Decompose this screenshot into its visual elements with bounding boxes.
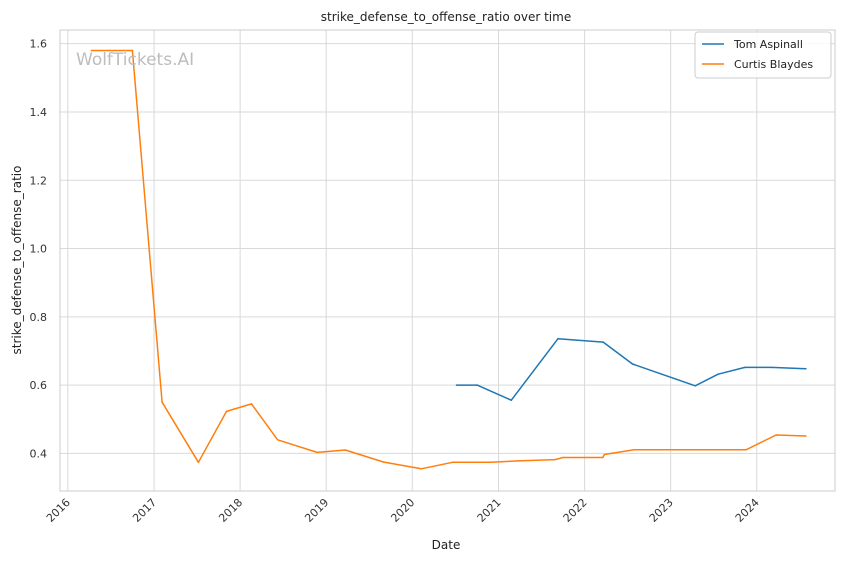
y-tick-label: 0.4	[30, 447, 48, 460]
data-point-curtis-blaydes	[489, 461, 492, 464]
data-point-tom-aspinall	[744, 366, 746, 369]
data-point-curtis-blaydes	[805, 435, 807, 437]
y-axis-label: strike_defense_to_offense_ratio	[10, 166, 24, 355]
data-point-curtis-blaydes	[775, 434, 777, 436]
data-point-curtis-blaydes	[517, 460, 520, 462]
legend-box	[694, 31, 832, 79]
data-point-curtis-blaydes	[420, 468, 423, 470]
data-point-curtis-blaydes	[131, 49, 134, 52]
data-point-curtis-blaydes	[161, 401, 163, 404]
data-point-tom-aspinall	[694, 385, 696, 387]
data-point-tom-aspinall	[717, 373, 719, 376]
series-lines	[90, 49, 807, 470]
data-point-tom-aspinall	[770, 366, 773, 369]
data-point-curtis-blaydes	[276, 439, 279, 441]
data-point-curtis-blaydes	[745, 448, 748, 451]
data-point-tom-aspinall	[510, 399, 513, 402]
legend-label-tom-aspinall: Tom Aspinall	[733, 38, 803, 51]
y-tick-label: 1.6	[30, 38, 48, 51]
data-point-curtis-blaydes	[554, 458, 556, 461]
data-point-tom-aspinall	[455, 384, 458, 386]
y-tick-label: 0.6	[30, 379, 48, 392]
data-point-curtis-blaydes	[316, 451, 319, 454]
data-point-curtis-blaydes	[344, 449, 347, 451]
data-point-curtis-blaydes	[677, 448, 680, 451]
data-point-tom-aspinall	[476, 384, 478, 386]
watermark: WolfTickets.AI	[76, 50, 194, 70]
data-point-tom-aspinall	[557, 337, 559, 340]
data-point-curtis-blaydes	[225, 410, 228, 413]
y-tick-labels: 0.4 0.6 0.8 1.0 1.2 1.4 1.6	[30, 38, 48, 461]
y-tick-label: 0.8	[30, 311, 48, 324]
x-axis-label: Date	[432, 538, 461, 552]
chart-title: strike_defense_to_offense_ratio over tim…	[321, 10, 571, 24]
y-tick-label: 1.0	[30, 243, 48, 256]
data-point-curtis-blaydes	[90, 49, 93, 52]
data-point-curtis-blaydes	[250, 403, 253, 405]
series-line-curtis-blaydes	[91, 49, 806, 470]
legend-label-curtis-blaydes: Curtis Blaydes	[734, 58, 813, 71]
data-point-curtis-blaydes	[633, 448, 635, 451]
data-point-curtis-blaydes	[602, 456, 604, 459]
legend: Tom Aspinall Curtis Blaydes	[694, 31, 832, 79]
y-tick-label: 1.2	[30, 174, 48, 187]
plot-frame	[59, 29, 836, 492]
grid	[60, 30, 835, 491]
data-point-curtis-blaydes	[562, 456, 564, 459]
y-tick-label: 1.4	[30, 106, 48, 119]
data-point-tom-aspinall	[602, 341, 604, 343]
data-point-curtis-blaydes	[451, 461, 454, 464]
data-point-curtis-blaydes	[197, 461, 200, 464]
data-point-curtis-blaydes	[603, 453, 606, 456]
data-point-tom-aspinall	[631, 363, 634, 365]
data-point-tom-aspinall	[805, 367, 807, 370]
data-point-curtis-blaydes	[382, 461, 385, 463]
